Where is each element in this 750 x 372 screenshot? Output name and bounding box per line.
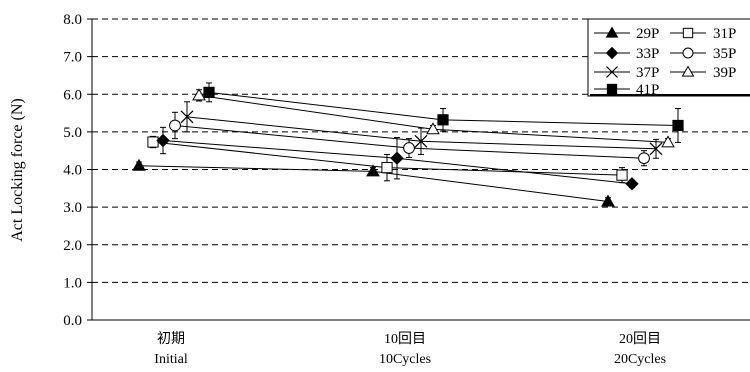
y-tick-label: 5.0 <box>63 125 82 141</box>
marker-shape <box>414 134 428 148</box>
y-tick-labels: 0.0 1.0 2.0 3.0 4.0 5.0 6.0 7.0 8.0 <box>63 12 82 329</box>
x-tick-label: 初期 <box>157 330 185 347</box>
data-point <box>381 162 393 174</box>
axes <box>87 18 750 321</box>
marker-shape <box>192 88 206 101</box>
data-point <box>616 169 628 181</box>
plot-area <box>132 82 684 207</box>
marker-shape <box>132 158 146 171</box>
data-point <box>403 142 415 154</box>
series-29P <box>132 158 615 207</box>
data-point <box>366 164 380 177</box>
marker-shape <box>682 47 694 59</box>
marker-shape <box>426 122 440 135</box>
legend-marker <box>682 47 694 59</box>
legend-marker <box>606 83 618 95</box>
y-tick-label: 0.0 <box>63 313 82 329</box>
legend-label: 33P <box>636 46 659 62</box>
marker-shape <box>605 46 619 60</box>
y-tick-label: 7.0 <box>63 50 82 66</box>
marker-shape <box>390 151 404 165</box>
legend-item-33P: 33P <box>594 46 659 62</box>
marker-shape <box>672 119 684 132</box>
legend-marker <box>681 65 695 77</box>
legend-item-37P: 37P <box>594 65 659 81</box>
marker-shape <box>605 26 619 38</box>
y-tick-label: 8.0 <box>63 12 82 28</box>
marker-shape <box>366 164 380 177</box>
legend-label: 39P <box>713 65 736 81</box>
x-tick-label: 20回目 <box>619 331 661 347</box>
marker-shape <box>180 110 194 124</box>
legend-marker <box>682 27 694 39</box>
x-tick-label-en: 20Cycles <box>614 352 666 367</box>
data-point <box>203 86 215 98</box>
data-point <box>169 119 181 132</box>
legend-item-29P: 29P <box>594 26 659 42</box>
legend-item-41P: 41P <box>594 82 659 98</box>
data-point <box>180 110 194 124</box>
legend-shadow <box>590 94 750 96</box>
y-axis-label: Act Locking force (N) <box>9 98 26 242</box>
legend-item-31P: 31P <box>670 26 736 42</box>
legend-label: 35P <box>713 46 736 62</box>
marker-shape <box>661 135 675 148</box>
marker-shape <box>203 86 215 98</box>
legend-item-35P: 35P <box>670 46 736 62</box>
marker-shape <box>156 133 170 148</box>
marker-shape <box>169 119 181 132</box>
y-tick-label: 2.0 <box>63 238 82 254</box>
data-point <box>601 194 615 207</box>
y-tick-label: 6.0 <box>63 87 82 103</box>
marker-shape <box>147 136 159 148</box>
series-39P <box>192 88 675 148</box>
marker-shape <box>606 66 618 78</box>
legend-marker <box>606 66 618 78</box>
marker-shape <box>638 152 650 165</box>
series-37P <box>180 101 663 159</box>
legend-marker <box>605 26 619 38</box>
marker-shape <box>601 194 615 207</box>
legend-label: 37P <box>636 65 659 81</box>
marker-shape <box>606 83 618 95</box>
x-tick-label: 10回目 <box>384 331 426 347</box>
legend-marker <box>605 46 619 60</box>
data-point <box>649 142 663 156</box>
data-point <box>426 122 440 135</box>
x-tick-label-en: 10Cycles <box>379 352 431 367</box>
marker-shape <box>381 162 393 174</box>
x-tick-labels: 初期 Initial 10回目 10Cycles 20回目 20Cycles <box>154 330 666 367</box>
data-point <box>437 114 449 126</box>
legend-label: 31P <box>713 26 736 42</box>
legend-item-39P: 39P <box>670 65 736 81</box>
data-point <box>390 151 404 165</box>
marker-shape <box>616 169 628 181</box>
series-41P <box>203 82 684 143</box>
marker-shape <box>681 65 695 77</box>
marker-shape <box>649 142 663 156</box>
legend-label: 29P <box>636 26 659 42</box>
data-point <box>156 133 170 148</box>
marker-shape <box>403 142 415 154</box>
data-point <box>638 152 650 165</box>
y-tick-label: 3.0 <box>63 200 82 216</box>
data-point <box>192 88 206 101</box>
data-point <box>147 136 159 148</box>
y-tick-label: 1.0 <box>63 275 82 291</box>
marker-shape <box>682 27 694 39</box>
series-35P <box>169 111 650 167</box>
marker-shape <box>437 114 449 126</box>
legend-label: 41P <box>636 82 659 98</box>
data-point <box>661 135 675 148</box>
x-tick-label-en: Initial <box>154 352 188 367</box>
marker-shape <box>625 177 639 191</box>
data-point <box>625 177 639 191</box>
legend: 29P 31P 33P 35P 37P 39P 41P <box>587 18 750 98</box>
data-point <box>414 134 428 148</box>
series-33P <box>156 126 639 191</box>
data-point <box>672 119 684 132</box>
y-tick-label: 4.0 <box>63 163 82 179</box>
data-point <box>132 158 146 171</box>
